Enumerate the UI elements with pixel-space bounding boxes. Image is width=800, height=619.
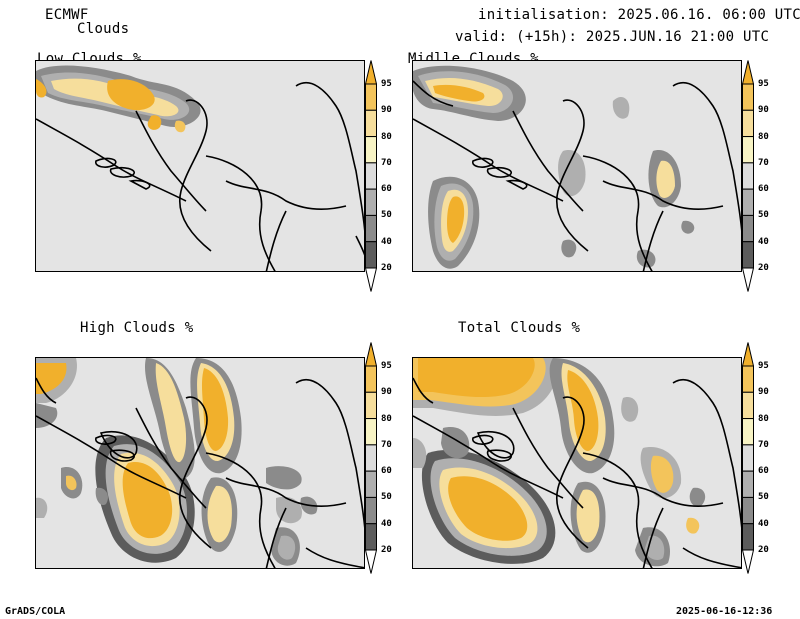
colorbar-label: 40 bbox=[381, 518, 392, 529]
middle-cloud-field bbox=[413, 65, 695, 269]
colorbar-high: 95 90 80 70 60 50 40 20 bbox=[365, 342, 392, 574]
colorbar-label: 70 bbox=[758, 157, 769, 168]
colorbar-segment bbox=[365, 365, 377, 393]
colorbar-segment bbox=[365, 136, 377, 164]
coastlines-borders bbox=[36, 82, 364, 271]
colorbar-segment bbox=[365, 470, 377, 498]
colorbar-label: 20 bbox=[381, 545, 392, 555]
colorbar-label: 60 bbox=[381, 466, 392, 477]
panel-title-high: High Clouds % bbox=[80, 320, 194, 336]
colorbar-label: 95 bbox=[381, 79, 392, 89]
colorbar-segment bbox=[742, 214, 754, 243]
colorbar-label: 80 bbox=[381, 413, 392, 424]
colorbar-label: 90 bbox=[381, 105, 392, 116]
map-total-clouds bbox=[412, 357, 742, 569]
colorbar-label: 95 bbox=[758, 79, 769, 89]
colorbar-segment bbox=[742, 109, 754, 138]
colorbar-label: 90 bbox=[381, 387, 392, 398]
colorbar-label: 40 bbox=[381, 236, 392, 247]
colorbar-total: 95 90 80 70 60 50 40 20 bbox=[742, 342, 769, 574]
coastlines-borders bbox=[413, 377, 741, 568]
colorbar-label: 95 bbox=[381, 361, 392, 371]
colorbar-segment bbox=[742, 83, 754, 111]
colorbar-label: 60 bbox=[758, 184, 769, 195]
colorbar-segment bbox=[365, 188, 377, 216]
colorbar-segment bbox=[742, 162, 754, 190]
colorbar-top-arrow bbox=[742, 60, 754, 85]
colorbar-segment bbox=[365, 214, 377, 243]
colorbar-top-arrow bbox=[742, 342, 754, 367]
low-cloud-field bbox=[36, 65, 201, 133]
valid-time: valid: (+15h): 2025.JUN.16 21:00 UTC bbox=[455, 29, 770, 45]
colorbar-segment bbox=[742, 391, 754, 420]
model-name: ECMWF bbox=[45, 7, 89, 23]
colorbar-segment bbox=[365, 523, 377, 551]
colorbar-segment bbox=[742, 241, 754, 269]
footer-timestamp: 2025-06-16-12:36 bbox=[676, 606, 773, 617]
colorbar-label: 50 bbox=[381, 492, 392, 503]
colorbar-label: 80 bbox=[758, 131, 769, 142]
colorbar-segment bbox=[742, 444, 754, 472]
colorbar-low: 95 90 80 70 60 50 40 20 bbox=[365, 60, 392, 292]
colorbar-label: 50 bbox=[758, 210, 769, 221]
colorbar-label: 20 bbox=[758, 263, 769, 273]
colorbar-bottom-arrow bbox=[742, 549, 754, 574]
colorbar-segment bbox=[365, 241, 377, 269]
colorbar-segment bbox=[365, 162, 377, 190]
colorbar-segment bbox=[365, 418, 377, 446]
colorbar-label: 60 bbox=[381, 184, 392, 195]
colorbar-label: 40 bbox=[758, 518, 769, 529]
coastlines-borders bbox=[36, 377, 364, 568]
colorbar-label: 60 bbox=[758, 466, 769, 477]
panel-title-total: Total Clouds % bbox=[458, 320, 581, 336]
colorbar-segment bbox=[365, 391, 377, 420]
colorbar-label: 50 bbox=[758, 492, 769, 503]
colorbar-segment bbox=[742, 470, 754, 498]
colorbar-segment bbox=[365, 109, 377, 138]
colorbar-label: 80 bbox=[381, 131, 392, 142]
colorbar-bottom-arrow bbox=[742, 267, 754, 292]
colorbar-bottom-arrow bbox=[365, 267, 377, 292]
map-high-clouds bbox=[35, 357, 365, 569]
colorbar-label: 50 bbox=[381, 210, 392, 221]
colorbar-label: 80 bbox=[758, 413, 769, 424]
colorbar-segment bbox=[742, 496, 754, 525]
colorbar-label: 20 bbox=[758, 545, 769, 555]
colorbar-label: 90 bbox=[758, 387, 769, 398]
colorbar-segment bbox=[742, 136, 754, 164]
colorbar-label: 70 bbox=[381, 157, 392, 168]
colorbar-label: 40 bbox=[758, 236, 769, 247]
init-time: initialisation: 2025.06.16. 06:00 UTC bbox=[478, 7, 800, 23]
colorbar-top-arrow bbox=[365, 60, 377, 85]
map-low-clouds bbox=[35, 60, 365, 272]
colorbar-label: 70 bbox=[381, 439, 392, 450]
coastlines-borders bbox=[413, 80, 741, 271]
colorbar-bottom-arrow bbox=[365, 549, 377, 574]
footer-software: GrADS/COLA bbox=[5, 606, 66, 617]
high-cloud-field bbox=[36, 358, 318, 566]
colorbar-segment bbox=[742, 523, 754, 551]
colorbar-label: 20 bbox=[381, 263, 392, 273]
product-name: Clouds bbox=[77, 21, 130, 37]
colorbar-segment bbox=[365, 444, 377, 472]
colorbar-label: 90 bbox=[758, 105, 769, 116]
colorbar-middle: 95 90 80 70 60 50 40 20 bbox=[742, 60, 769, 292]
total-cloud-field bbox=[413, 358, 706, 567]
colorbar-segment bbox=[742, 365, 754, 393]
colorbar-label: 95 bbox=[758, 361, 769, 371]
colorbar-label: 70 bbox=[758, 439, 769, 450]
colorbar-segment bbox=[365, 496, 377, 525]
map-middle-clouds bbox=[412, 60, 742, 272]
colorbar-segment bbox=[742, 188, 754, 216]
colorbar-segment bbox=[742, 418, 754, 446]
colorbar-segment bbox=[365, 83, 377, 111]
colorbar-top-arrow bbox=[365, 342, 377, 367]
